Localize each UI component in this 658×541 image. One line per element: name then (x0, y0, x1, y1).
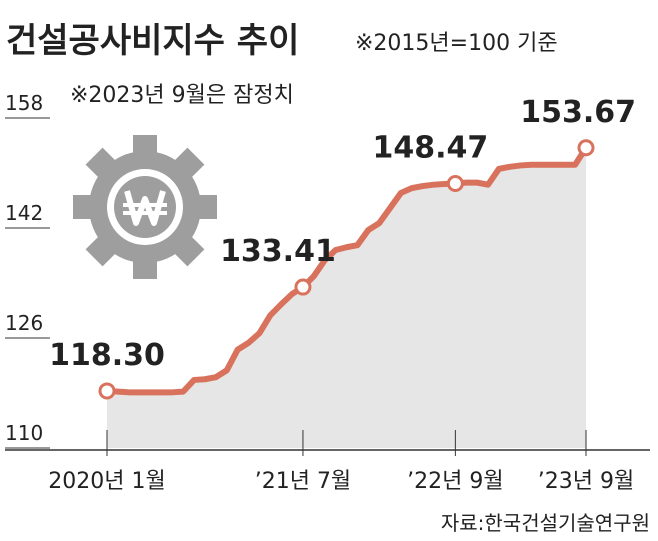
x-tick-label: ’22년 9월 (407, 469, 503, 494)
x-tick-label: ’21년 7월 (255, 469, 351, 494)
gear-icon (73, 135, 217, 279)
line (104, 144, 589, 396)
marker (294, 278, 312, 296)
y-tick-label: 126 (5, 311, 43, 335)
marker (446, 175, 464, 193)
chart-title: 건설공사비지수 추이 (6, 21, 299, 61)
value-label: 133.41 (220, 234, 336, 269)
chart-note: ※2023년 9월은 잠정치 (70, 83, 294, 108)
marker (577, 139, 595, 157)
chart-source: 자료:한국건설기술연구원 (441, 511, 650, 535)
y-tick-label: 110 (5, 421, 43, 445)
x-tick-label: ’23년 9월 (538, 469, 634, 494)
y-tick-label: 158 (5, 91, 43, 115)
value-label: 148.47 (372, 131, 488, 166)
chart-subtitle: ※2015년=100 기준 (355, 31, 558, 56)
y-tick-label: 142 (5, 201, 43, 225)
value-label: 118.30 (49, 338, 165, 373)
marker (98, 382, 116, 400)
value-label: 153.67 (520, 95, 636, 130)
x-tick-label: 2020년 1월 (48, 469, 165, 494)
